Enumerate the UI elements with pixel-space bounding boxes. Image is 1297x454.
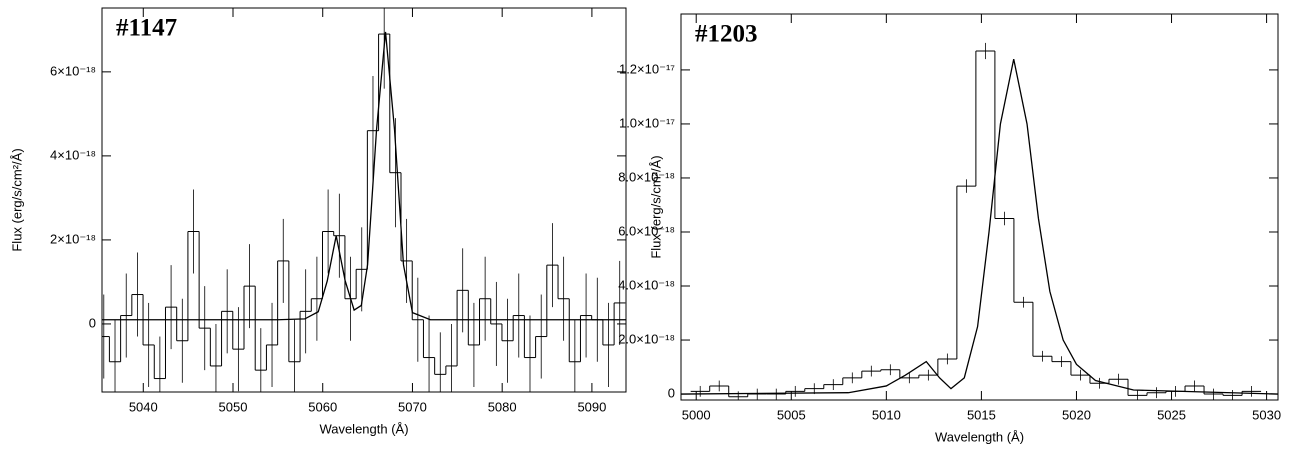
panel-label: #1203 — [695, 21, 758, 48]
plot-frame — [101, 7, 627, 393]
x-axis-label: Wavelength (Å) — [319, 421, 408, 436]
y-tick-label: 8.0×10⁻¹⁸ — [618, 169, 675, 184]
fit-curve — [102, 31, 626, 321]
y-axis-label: Flux (erg/s/cm²/Å) — [648, 155, 663, 258]
x-tick-label: 5060 — [308, 399, 337, 414]
y-tick-label: 1.0×10⁻¹⁷ — [619, 115, 675, 130]
x-tick-label: 5020 — [1062, 407, 1091, 422]
plot-area — [102, 8, 626, 392]
y-tick-label: 1.2×10⁻¹⁷ — [619, 61, 675, 76]
y-tick-label: 2×10⁻¹⁸ — [50, 231, 96, 246]
x-tick-label: 5005 — [777, 407, 806, 422]
y-tick-label: 0 — [89, 315, 96, 330]
y-tick-label: 6.0×10⁻¹⁸ — [618, 223, 675, 238]
x-tick-label: 5050 — [219, 399, 248, 414]
y-tick-label: 4.0×10⁻¹⁸ — [618, 277, 675, 292]
x-tick-label: 5000 — [682, 407, 711, 422]
x-tick-label: 5070 — [398, 399, 427, 414]
x-tick-label: 5080 — [488, 399, 517, 414]
x-tick-label: 5040 — [129, 399, 158, 414]
y-tick-label: 4×10⁻¹⁸ — [50, 147, 96, 162]
x-tick-label: 5090 — [577, 399, 606, 414]
x-axis-label: Wavelength (Å) — [935, 429, 1024, 444]
plot-frame — [680, 13, 1279, 401]
fit-curve — [681, 58, 1278, 395]
y-axis-label: Flux (erg/s/cm²/Å) — [9, 148, 24, 251]
plot-area — [681, 42, 1278, 400]
y-tick-label: 6×10⁻¹⁸ — [50, 63, 96, 78]
panel-label: #1147 — [116, 15, 177, 42]
y-tick-label: 2.0×10⁻¹⁸ — [618, 331, 675, 346]
y-tick-label: 0 — [668, 385, 675, 400]
x-tick-label: 5010 — [872, 407, 901, 422]
x-tick-label: 5025 — [1157, 407, 1186, 422]
x-tick-label: 5030 — [1252, 407, 1281, 422]
x-tick-label: 5015 — [967, 407, 996, 422]
